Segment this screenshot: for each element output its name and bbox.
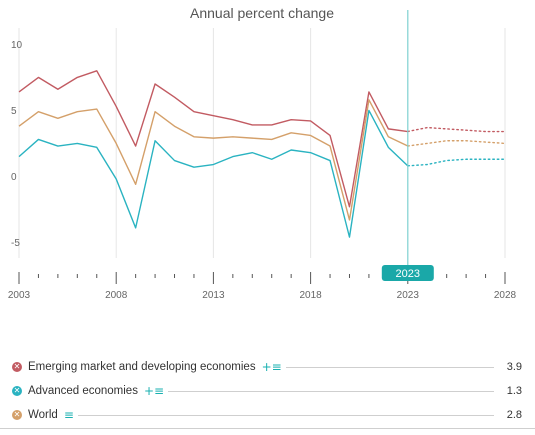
x-tick-label: 2008	[105, 290, 128, 301]
series-line	[18, 99, 409, 221]
legend-item-emerging[interactable]: ✕ Emerging market and developing economi…	[12, 358, 522, 376]
legend-label: World	[28, 409, 58, 421]
series-projection-line	[407, 126, 506, 133]
filter-icon[interactable]: ≡	[63, 408, 74, 422]
legend-divider	[285, 366, 494, 368]
remove-series-icon[interactable]: ✕	[12, 386, 22, 396]
remove-series-icon[interactable]: ✕	[12, 362, 22, 372]
legend-item-advanced[interactable]: ✕ Advanced economies +≡ 1.3	[12, 382, 522, 400]
series-line	[18, 70, 408, 208]
y-tick-label: 5	[11, 106, 17, 117]
add-filter-icon[interactable]: +≡	[261, 360, 282, 374]
legend-divider	[77, 414, 494, 416]
add-filter-icon[interactable]: +≡	[143, 384, 165, 398]
legend-value: 1.3	[506, 385, 522, 397]
legend-item-world[interactable]: ✕ World ≡ 2.8	[12, 406, 522, 424]
y-tick-label: 0	[11, 172, 17, 183]
legend-divider	[168, 390, 494, 392]
footer-divider	[0, 428, 535, 429]
y-tick-label: 10	[11, 40, 23, 51]
x-tick-label: 2018	[299, 290, 322, 301]
legend-label: Advanced economies	[28, 385, 138, 397]
x-tick-label: 2013	[202, 290, 225, 301]
series-projection-line	[407, 158, 506, 167]
legend-label: Emerging market and developing economies	[28, 361, 256, 373]
series-line	[18, 109, 409, 238]
y-tick-label: -5	[11, 238, 20, 249]
current-year-label: 2023	[396, 268, 420, 280]
remove-series-icon[interactable]: ✕	[12, 410, 22, 420]
chart-title: Annual percent change	[190, 5, 334, 21]
legend-value: 2.8	[506, 409, 522, 421]
x-tick-label: 2028	[494, 290, 517, 301]
line-chart: Annual percent change 10 5 0 -5 2003 2008 201…	[8, 5, 517, 301]
series-projection-line	[407, 140, 506, 147]
current-year-badge	[381, 265, 434, 281]
legend-value: 3.9	[506, 361, 522, 373]
x-tick-label: 2003	[8, 290, 31, 301]
x-tick-label: 2023	[397, 290, 420, 301]
